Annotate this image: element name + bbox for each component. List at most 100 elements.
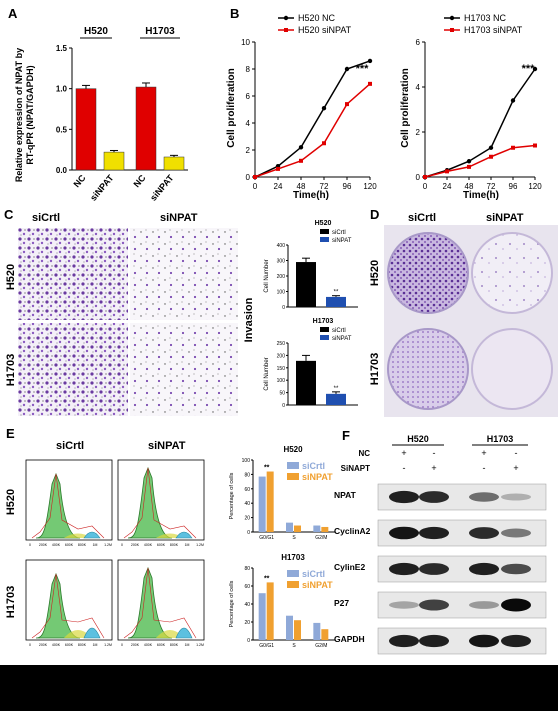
panel-b-left-series-0 bbox=[254, 60, 371, 178]
panel-c-legend-swatch-1-1 bbox=[320, 335, 329, 340]
panel-f-nc-mark-2: + bbox=[481, 448, 486, 458]
panel-a-ytick-label-3: 1.5 bbox=[56, 44, 68, 53]
panel-e-legend-label-1-0: siCrtl bbox=[302, 569, 325, 579]
panel-f-si-mark-2: - bbox=[483, 463, 486, 473]
panel-c-legend-swatch-1-0 bbox=[320, 327, 329, 332]
panel-b-left-point-0-4 bbox=[344, 66, 350, 72]
plate-h1703-sictrl bbox=[387, 328, 469, 410]
histogram-xtick-1-4: 800K bbox=[170, 543, 179, 547]
panel-b-left-stars: *** bbox=[356, 63, 370, 75]
panel-c-legend-label-0-0: siCrtl bbox=[332, 230, 346, 236]
histogram-xtick-0-3: 600K bbox=[65, 543, 74, 547]
histogram-xtick-2-1: 200K bbox=[39, 643, 48, 647]
panel-b-right-xtick-label-1: 24 bbox=[443, 182, 452, 191]
panel-e-ytick-label-0-3: 60 bbox=[244, 487, 250, 493]
panel-f-band-4-3 bbox=[501, 634, 531, 648]
panel-f-band-1-1 bbox=[419, 526, 449, 540]
panel-a-xlabel-1: NC bbox=[72, 172, 88, 189]
panel-c-row-label-2: H1703 bbox=[5, 354, 17, 386]
panel-f-band-3-2 bbox=[469, 601, 499, 609]
panel-e-bar-0-2-0 bbox=[313, 525, 321, 532]
panel-c-side-label: Invasion bbox=[243, 297, 255, 342]
panel-f-protein-label-4: GAPDH bbox=[334, 634, 365, 644]
panel-c-legend-swatch-0-0 bbox=[320, 229, 329, 234]
panel-b-left-xtick-label-0: 0 bbox=[253, 182, 258, 191]
histogram-xtick-2-4: 800K bbox=[78, 643, 87, 647]
panel-c-bar-1-0 bbox=[296, 360, 316, 405]
histogram-fit-line-3 bbox=[123, 567, 197, 639]
panel-b-right-series-1 bbox=[424, 144, 536, 178]
panel-e-stars-1: ** bbox=[264, 575, 270, 582]
panel-b-right-series-0 bbox=[424, 68, 536, 178]
panel-e-bar-1-2-1 bbox=[321, 629, 329, 640]
histogram-fit-line-2 bbox=[31, 573, 105, 639]
panel-b-left-legend-marker-1 bbox=[283, 15, 289, 21]
panel-e-bar-1-0-0 bbox=[258, 593, 266, 640]
panel-a-ytick-label-2: 1.0 bbox=[56, 85, 68, 94]
panel-f-protein-label-1: CyclinA2 bbox=[334, 526, 371, 536]
panel-c-stars-1: ** bbox=[334, 386, 339, 392]
panel-e-ytick-label-1-0: 0 bbox=[247, 638, 250, 644]
panel-e-ytick-label-0-4: 80 bbox=[244, 472, 250, 478]
panel-f-band-0-2 bbox=[469, 492, 499, 502]
panel-a-bar-2 bbox=[135, 86, 157, 171]
panel-e-bar-0-0-0 bbox=[258, 476, 266, 532]
panel-b-left-xtick-label-4: 96 bbox=[343, 182, 352, 191]
panel-b-left-ytick-label-0: 0 bbox=[246, 173, 251, 182]
panel-c-ytick-label-1-0: 0 bbox=[282, 403, 285, 409]
micrograph-h1703-sinpat bbox=[130, 323, 238, 416]
panel-b-right-point-1-3 bbox=[489, 154, 493, 159]
panel-f-cellline-1: H520 bbox=[407, 434, 429, 444]
panel-c-ylabel-1: Cell Number bbox=[264, 357, 270, 390]
panel-a-xlabel-3: NC bbox=[132, 172, 148, 189]
panel-c-side-label-wrap: Invasion bbox=[243, 297, 255, 342]
panel-a-label: A bbox=[8, 6, 18, 21]
panel-a-ytick-label-0: 0.0 bbox=[56, 166, 68, 175]
panel-b-right-xtick-label-0: 0 bbox=[423, 182, 428, 191]
panel-e-legend-label-0-0: siCrtl bbox=[302, 461, 325, 471]
panel-b-left-legend-1: H520 NC bbox=[298, 13, 336, 23]
panel-f-protein-label-3: P27 bbox=[334, 598, 349, 608]
panel-e-bar-1-1-0 bbox=[286, 615, 293, 640]
panel-e-ytick-label-0-2: 40 bbox=[244, 501, 250, 507]
panel-b-left-series-1 bbox=[254, 83, 371, 178]
panel-b-left-xtick-label-1: 24 bbox=[274, 182, 283, 191]
panel-c-legend-label-1-1: siNPAT bbox=[332, 336, 352, 342]
panel-f-band-4-1 bbox=[419, 634, 449, 648]
panel-f-nc-mark-0: + bbox=[401, 448, 406, 458]
panel-b-left-ytick-label-4: 8 bbox=[246, 65, 251, 74]
panel-d-label: D bbox=[370, 207, 380, 222]
panel-f-si-mark-0: - bbox=[403, 463, 406, 473]
panel-f-band-2-2 bbox=[469, 562, 499, 576]
panel-f-band-4-0 bbox=[389, 634, 419, 648]
panel-c-ytick-label-1-5: 250 bbox=[277, 341, 286, 347]
panel-b-left-ytick-label-3: 6 bbox=[246, 92, 251, 101]
panel-e-legend-label-0-1: siNPAT bbox=[302, 472, 333, 482]
panel-c-bar-0-0 bbox=[296, 262, 316, 307]
panel-f-band-1-2 bbox=[469, 527, 499, 539]
panel-e-legend-swatch-0-1 bbox=[287, 473, 299, 480]
plate-h520-sinpat bbox=[471, 232, 553, 314]
panel-a-bar-0 bbox=[75, 88, 97, 171]
panel-b-left-point-0-5 bbox=[367, 58, 373, 64]
micrograph-h520-sinpat bbox=[130, 228, 238, 320]
histogram-xtick-1-3: 600K bbox=[157, 543, 166, 547]
panel-a-group-h1703: H1703 bbox=[145, 26, 175, 37]
panel-e-row-label-1: H520 bbox=[5, 489, 17, 515]
panel-d-col-label-1: siCrtl bbox=[408, 212, 437, 224]
panel-e-ytick-label-1-2: 40 bbox=[244, 602, 250, 608]
panel-f-protein-label-2: CylinE2 bbox=[334, 562, 365, 572]
histogram-xtick-3-0: 0 bbox=[121, 643, 123, 647]
panel-e-bar-1-2-0 bbox=[313, 622, 321, 640]
panel-c-legend-label-0-1: siNPAT bbox=[332, 238, 352, 244]
panel-b-right-legend-2: H1703 siNPAT bbox=[464, 25, 523, 35]
panel-b-right-point-0-2 bbox=[466, 159, 472, 164]
panel-c-ytick-label-0-0: 0 bbox=[282, 305, 285, 311]
panel-d-col-label-2: siNPAT bbox=[486, 212, 524, 224]
panel-b-right-point-0-5 bbox=[532, 66, 538, 72]
panel-c-bar-0-1 bbox=[326, 296, 346, 307]
histogram-xtick-0-0: 0 bbox=[29, 543, 31, 547]
